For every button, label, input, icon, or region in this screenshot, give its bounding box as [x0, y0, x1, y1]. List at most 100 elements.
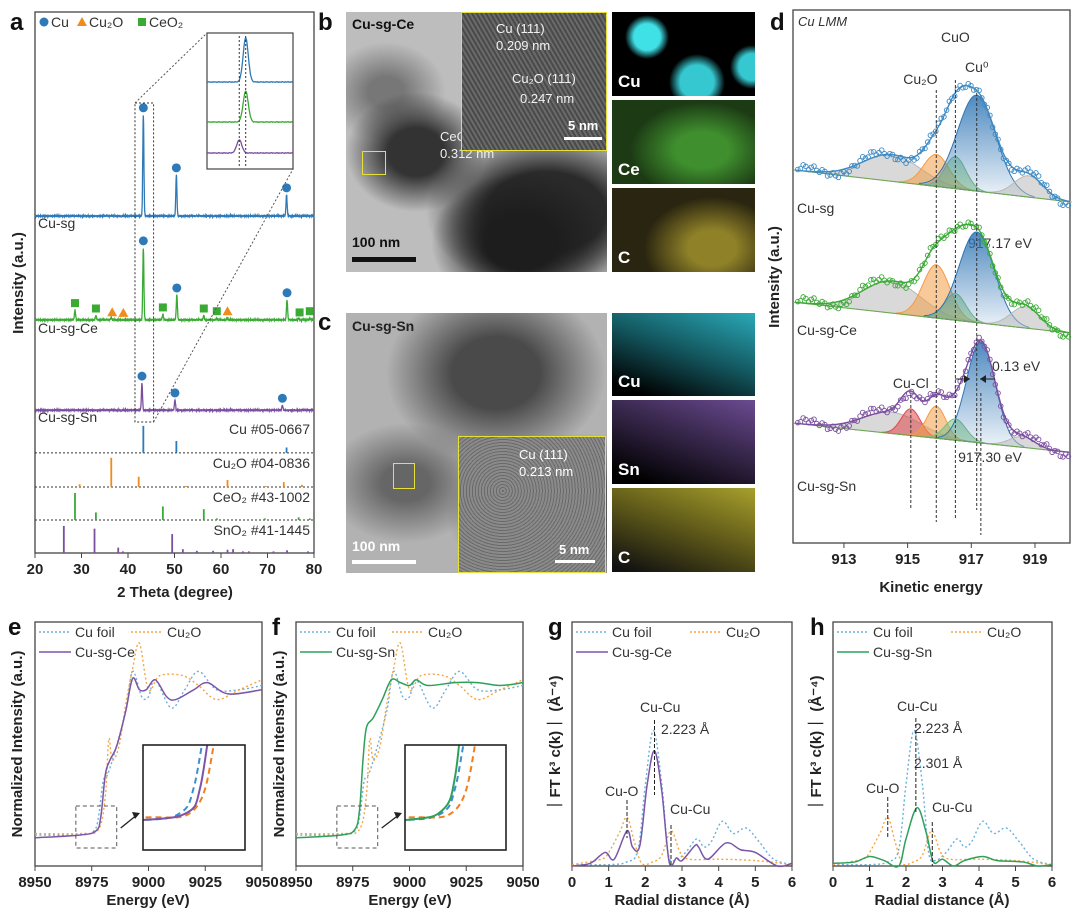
eds-map-c-b: C [612, 188, 755, 272]
xps-data-point [884, 409, 890, 416]
xps-data-point [854, 418, 861, 424]
xps-data-point [1000, 292, 1007, 299]
xps-data-point [1041, 442, 1047, 448]
inset-curve-Cu₂O [405, 745, 476, 819]
ceo2-marker-icon [91, 304, 100, 313]
xps-data-point [1025, 165, 1031, 171]
xps-data-point [851, 417, 858, 424]
xps-data-point [1008, 167, 1015, 173]
xps-data-point [962, 223, 969, 230]
xps-data-point [835, 305, 842, 312]
tem-b-title: Cu-sg-Ce [352, 16, 415, 32]
xps-data-point [851, 292, 858, 298]
xps-data-point [951, 228, 958, 235]
xps-data-point [922, 260, 928, 266]
xps-data-point [862, 411, 869, 417]
xps-data-point [946, 391, 953, 398]
xps-data-point [949, 227, 955, 234]
exafs-sn-distance2-label: 2.301 Å [914, 755, 963, 771]
xps-reference-label: CuO [941, 29, 970, 45]
xps-data-point [987, 250, 993, 257]
xps-plot-frame [792, 9, 1071, 544]
h-x-tick-label: 4 [975, 874, 984, 891]
xps-data-point [811, 163, 817, 169]
xps-data-point [922, 145, 928, 152]
xps-data-point [916, 266, 923, 273]
exafs-sn-cucu-label: Cu-Cu [897, 698, 937, 714]
xps-data-point [797, 419, 804, 425]
tem-image-cu-sg-ce: Cu-sg-Ce CeO₂ (111) 0.312 nm 100 nm Cu (… [346, 12, 607, 272]
cu-marker-icon [282, 288, 292, 298]
xps-data-point [811, 295, 817, 301]
xps-data-point [981, 239, 988, 245]
xrd-x-tick-label: 50 [166, 561, 183, 578]
legend-label: Cu foil [75, 624, 115, 640]
xps-data-point [1041, 315, 1047, 322]
xps-data-point [887, 277, 893, 283]
exafs-sn-x-axis-title: Radial distance (Å) [874, 892, 1009, 909]
xps-data-point [1046, 445, 1053, 452]
cu-marker-icon [39, 17, 49, 27]
xps-data-point [1000, 414, 1007, 420]
xps-data-point [811, 416, 817, 422]
xrd-y-axis-title: Intensity (a.u.) [10, 232, 27, 334]
xps-data-point [1049, 449, 1055, 456]
eds-map-label: C [618, 548, 631, 567]
xrd-legend-0: Cu [51, 14, 69, 30]
xps-data-point [943, 394, 950, 401]
xps-data-point [1065, 334, 1072, 340]
xps-data-point [1008, 301, 1015, 307]
xps-data-point [998, 146, 1004, 153]
xps-data-point [795, 298, 801, 305]
cu-marker-icon [282, 183, 292, 193]
zoom-arrow-icon [394, 812, 402, 819]
xps-data-point [803, 163, 809, 170]
e-x-tick-label: 9050 [245, 874, 278, 891]
xps-data-point [938, 389, 944, 395]
ceo2-marker-icon [295, 308, 304, 317]
xps-data-point [979, 338, 985, 345]
xrd-x-tick-label: 20 [27, 561, 44, 578]
xrd-trace-label: Cu-sg-Sn [38, 409, 97, 425]
cu-marker-icon [170, 388, 180, 398]
xps-data-point [1041, 181, 1047, 188]
xps-data-point [870, 149, 877, 155]
xps-data-point [927, 245, 934, 251]
xps-data-point [868, 149, 874, 155]
xps-data-point [1057, 453, 1064, 460]
xps-data-point [965, 219, 972, 225]
eds-map-label: Cu [618, 72, 641, 91]
xps-data-point [995, 390, 1001, 396]
hrtem-b-cu-spacing: 0.209 nm [496, 38, 551, 53]
hrtem-c-cu-spacing: 0.213 nm [519, 464, 574, 479]
xps-data-point [987, 356, 993, 363]
xps-data-point [1049, 327, 1055, 333]
xps-data-point [1006, 422, 1012, 428]
xps-data-point [924, 139, 931, 145]
zoom-connector [134, 32, 208, 104]
xrd-inset-trace [207, 139, 293, 155]
xps-x-tick-label: 915 [895, 551, 920, 568]
xps-data-point [870, 405, 877, 412]
legend-label: Cu foil [873, 624, 913, 640]
cu-marker-icon [138, 103, 148, 113]
xps-data-point [832, 304, 839, 310]
g-x-tick-label: 6 [788, 874, 796, 891]
f-x-tick-label: 8950 [279, 874, 312, 891]
tem-c-scale-bar [352, 560, 416, 564]
xps-data-point [992, 270, 999, 276]
xps-data-point [838, 170, 844, 177]
xps-data-point [903, 160, 909, 166]
shift-arrow-left-icon [964, 375, 970, 383]
xps-data-point [965, 356, 972, 363]
xps-data-point [979, 95, 985, 101]
xps-data-point [1065, 202, 1072, 209]
xps-title: Cu LMM [798, 14, 847, 29]
tem-b-scale-bar [352, 257, 416, 262]
xps-data-point [1054, 327, 1061, 334]
xps-data-point [1052, 193, 1058, 200]
xps-data-point [1052, 326, 1058, 332]
f-x-tick-label: 9025 [450, 874, 483, 891]
xps-data-point [914, 275, 920, 281]
xps-data-point [1054, 195, 1061, 201]
